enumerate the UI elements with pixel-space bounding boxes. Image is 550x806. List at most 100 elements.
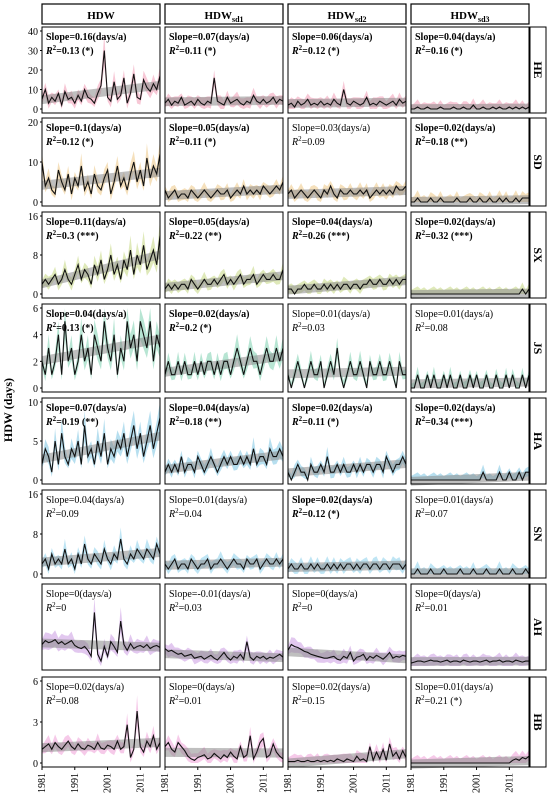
- panel-frame: [410, 489, 530, 579]
- panel-frame: [410, 211, 530, 299]
- y-tick-label: 2: [33, 357, 38, 368]
- slope-annotation: Slope=0.01(days/a): [169, 495, 247, 506]
- panel-frame: [287, 583, 407, 671]
- y-tick-label: 5: [33, 437, 38, 448]
- slope-annotation: Slope=0.01(days/a): [415, 495, 493, 506]
- slope-annotation: Slope=0.02(days/a): [415, 217, 495, 228]
- slope-annotation: Slope=0.01(days/a): [292, 309, 370, 320]
- series-line-js: [41, 321, 161, 375]
- column-header-title: HDWsd2: [327, 10, 366, 24]
- region-label-box: [529, 397, 547, 485]
- series-line-ha: [164, 446, 284, 475]
- y-tick-label: 10: [28, 158, 38, 169]
- slope-annotation: Slope=0.04(days/a): [46, 309, 126, 320]
- y-tick-label: 6: [33, 304, 38, 315]
- r2-annotation: R2=0.19 (**): [45, 415, 99, 428]
- series-line-he: [287, 89, 407, 108]
- region-label-box: [529, 676, 547, 768]
- trend-confidence-band: [411, 656, 529, 666]
- trend-confidence-band: [42, 250, 160, 289]
- slope-annotation: Slope=0.02(days/a): [292, 403, 372, 414]
- x-tick-label: 2011: [381, 773, 392, 793]
- slope-annotation: Slope=0.16(days/a): [46, 32, 126, 43]
- series-line-sx: [411, 288, 530, 295]
- slope-annotation: Slope=0(days/a): [415, 589, 481, 600]
- r2-annotation: R2=0.21 (*): [414, 694, 462, 707]
- r2-annotation: R2=0.07: [414, 507, 448, 520]
- slope-annotation: Slope=0.02(days/a): [415, 403, 495, 414]
- series-line-ah: [410, 659, 529, 664]
- slope-annotation: Slope=0(days/a): [46, 589, 112, 600]
- r2-annotation: R2=0.03: [291, 321, 325, 334]
- x-tick-label: 1981: [37, 773, 48, 793]
- slope-annotation: Slope=0.05(days/a): [169, 123, 249, 134]
- slope-annotation: Slope=0.06(days/a): [292, 32, 372, 43]
- slope-annotation: Slope=0.02(days/a): [169, 309, 249, 320]
- slope-annotation: Slope=0.1(days/a): [46, 123, 121, 134]
- x-tick-label: 2011: [258, 773, 269, 793]
- slope-annotation: Slope=0.02(days/a): [415, 123, 495, 134]
- y-tick-label: 0: [33, 198, 38, 209]
- x-tick-label: 1981: [406, 773, 417, 793]
- series-line-sd: [164, 181, 284, 200]
- r2-annotation: R2=0.12 (*): [291, 44, 340, 57]
- slope-annotation: Slope=0.05(days/a): [169, 217, 249, 228]
- x-tick-label: 2011: [504, 773, 515, 793]
- series-line-sn: [41, 538, 161, 572]
- column-header-box: [287, 3, 407, 25]
- r2-annotation: R2=0.09: [45, 507, 79, 520]
- y-tick-label: 20: [28, 66, 38, 77]
- y-axis-label: HDW (days): [1, 378, 15, 442]
- y-tick-label: 6: [33, 677, 38, 688]
- column-header-title: HDWsd1: [204, 10, 243, 24]
- slope-annotation: Slope=0.02(days/a): [292, 495, 372, 506]
- y-tick-label: 0: [33, 476, 38, 487]
- panel-frame: [164, 397, 284, 485]
- series-line-hb: [288, 743, 407, 763]
- region-label-box: [529, 489, 547, 579]
- r2-annotation: R2=0: [291, 601, 312, 614]
- x-tick-label: 2001: [472, 773, 483, 793]
- slope-annotation: Slope=0.02(days/a): [46, 682, 124, 693]
- trend-confidence-band: [42, 638, 160, 652]
- y-tick-label: 16: [28, 212, 38, 223]
- slope-annotation: Slope=-0.01(days/a): [169, 589, 250, 600]
- r2-annotation: R2=0.04: [168, 507, 202, 520]
- region-label: AH: [531, 618, 545, 637]
- series-line-ah: [164, 641, 284, 661]
- series-line-js: [411, 374, 530, 389]
- trend-confidence-band: [411, 471, 529, 486]
- series-line-he: [41, 50, 161, 108]
- y-tick-label: 8: [33, 530, 38, 541]
- slope-annotation: Slope=0.01(days/a): [415, 309, 493, 320]
- x-tick-label: 1991: [70, 773, 81, 793]
- trend-confidence-band: [411, 377, 529, 389]
- r2-annotation: R2=0: [45, 601, 66, 614]
- region-label-box: [529, 303, 547, 393]
- series-line-ha: [41, 417, 161, 473]
- r2-annotation: R2=0.03: [168, 601, 202, 614]
- series-line-sd: [411, 197, 529, 203]
- panel-frame: [164, 117, 284, 207]
- region-label: SN: [531, 526, 545, 542]
- slope-annotation: Slope=0.07(days/a): [169, 32, 249, 43]
- y-tick-label: 3: [33, 718, 38, 729]
- r2-annotation: R2=0.12 (*): [45, 135, 94, 148]
- y-tick-label: 0: [33, 570, 38, 581]
- r2-annotation: R2=0.16 (*): [414, 44, 463, 57]
- series-line-hb: [411, 755, 530, 764]
- panel-frame: [287, 117, 407, 207]
- series-line-sn: [287, 562, 407, 571]
- r2-annotation: R2=0.15: [291, 694, 325, 707]
- region-label: SX: [531, 247, 545, 263]
- x-tick-label: 1981: [283, 773, 294, 793]
- uncertainty-band-sx: [42, 219, 160, 291]
- series-line-js: [164, 347, 284, 376]
- region-label: SD: [531, 154, 545, 170]
- series-line-hb: [41, 711, 161, 758]
- series-line-he: [164, 77, 284, 107]
- y-tick-label: 4: [33, 331, 38, 342]
- y-tick-label: 40: [28, 27, 38, 38]
- series-line-sn: [411, 567, 530, 575]
